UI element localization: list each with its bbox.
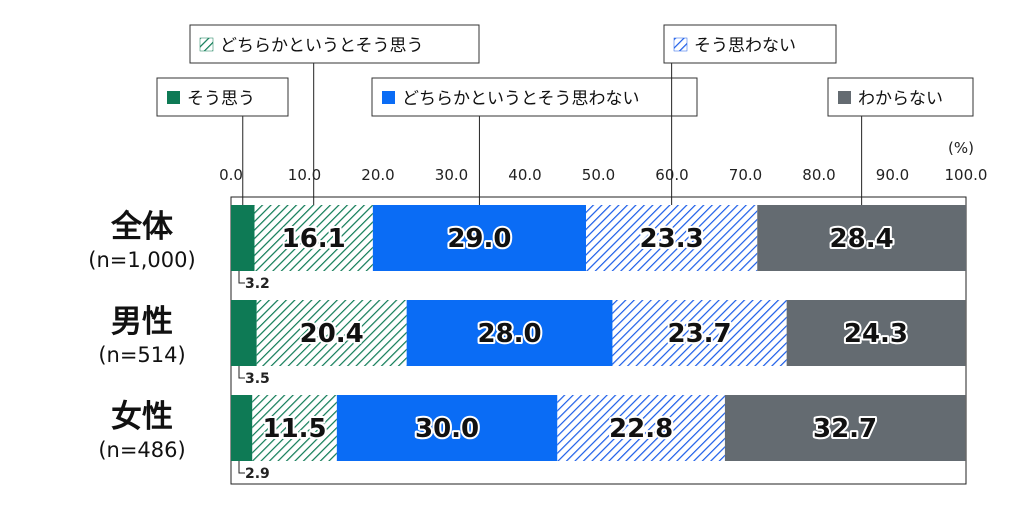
bar-segment xyxy=(586,205,758,271)
bar-segment xyxy=(231,300,257,366)
row-sample-size: (n=486) xyxy=(98,438,185,462)
data-label: 28.4 xyxy=(830,224,894,254)
data-label: 24.3 xyxy=(844,319,908,349)
row-sample-size: (n=1,000) xyxy=(88,248,195,272)
row-sample-size: (n=514) xyxy=(98,343,185,367)
legend-label: どちらかというとそう思う xyxy=(220,36,424,56)
row-label: 女性 xyxy=(111,399,173,435)
bar-segment xyxy=(254,205,373,271)
bar-segment xyxy=(231,395,253,461)
x-tick-label: 70.0 xyxy=(729,166,762,184)
x-tick-label: 10.0 xyxy=(288,166,321,184)
legend-item: そう思わない xyxy=(663,24,837,205)
data-label: 30.0 xyxy=(415,414,479,444)
bar-segment xyxy=(557,395,725,461)
legend-item: どちらかというとそう思う xyxy=(189,24,480,205)
x-tick-label: 0.0 xyxy=(219,166,243,184)
x-tick-label: 80.0 xyxy=(802,166,835,184)
x-tick-label: 20.0 xyxy=(361,166,394,184)
legend-label: そう思わない xyxy=(694,36,796,56)
x-tick-label: 50.0 xyxy=(582,166,615,184)
x-tick-label: 30.0 xyxy=(435,166,468,184)
data-label: 20.4 xyxy=(300,319,364,349)
legend-swatch xyxy=(167,91,180,104)
legend-item: わからない xyxy=(827,77,974,205)
row-label: 全体 xyxy=(110,209,173,245)
legend-swatch xyxy=(199,37,214,52)
value-leader-line xyxy=(238,366,245,379)
legend-box xyxy=(663,24,837,64)
row-label: 男性 xyxy=(111,304,173,340)
x-tick-label: 40.0 xyxy=(508,166,541,184)
data-label: 3.2 xyxy=(245,276,270,292)
bar-segment xyxy=(786,300,966,366)
x-tick-label: 90.0 xyxy=(876,166,909,184)
bar-segment xyxy=(612,300,787,366)
legend-label: どちらかというとそう思わない xyxy=(402,89,640,109)
data-label: 32.7 xyxy=(813,414,877,444)
bar-segment xyxy=(231,205,255,271)
bar-segment xyxy=(406,300,613,366)
legend-item: そう思う xyxy=(156,77,289,205)
legend-box xyxy=(189,24,480,64)
bar-segment xyxy=(252,395,337,461)
x-tick-label: 100.0 xyxy=(945,166,988,184)
legend-item: どちらかというとそう思わない xyxy=(371,77,698,205)
bar-segment xyxy=(336,395,558,461)
data-label: 29.0 xyxy=(447,224,511,254)
value-leader-line xyxy=(238,271,245,284)
data-label: 23.7 xyxy=(667,319,731,349)
legend-swatch xyxy=(382,91,395,104)
legend-swatch xyxy=(673,37,688,52)
data-label: 23.3 xyxy=(640,224,704,254)
data-label: 11.5 xyxy=(262,414,326,444)
bar-segment xyxy=(256,300,407,366)
legend-swatch xyxy=(838,91,851,104)
bar-segment xyxy=(757,205,966,271)
legend-box xyxy=(827,77,974,117)
data-label: 3.5 xyxy=(245,371,270,387)
legend-box xyxy=(371,77,698,117)
legend-label: わからない xyxy=(858,89,943,109)
data-label: 28.0 xyxy=(477,319,541,349)
bar-segment xyxy=(724,395,966,461)
unit-label: (%) xyxy=(948,139,974,157)
data-label: 22.8 xyxy=(609,414,673,444)
legend-label: そう思う xyxy=(187,89,255,109)
data-label: 16.1 xyxy=(282,224,346,254)
data-label: 2.9 xyxy=(245,466,270,482)
value-leader-line xyxy=(238,461,245,474)
bar-segment xyxy=(372,205,587,271)
